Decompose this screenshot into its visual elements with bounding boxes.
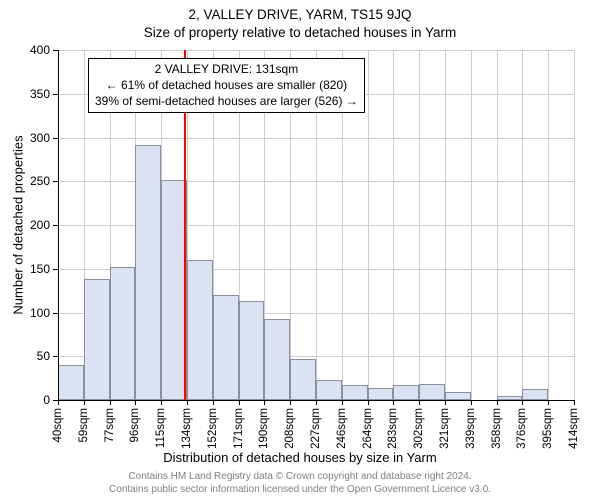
callout-box: 2 VALLEY DRIVE: 131sqm← 61% of detached … [88, 58, 365, 113]
callout-line-2: ← 61% of detached houses are smaller (82… [95, 77, 358, 93]
x-tick-label: 339sqm [465, 408, 477, 449]
histogram-bar [419, 384, 445, 400]
x-tick-label: 302sqm [413, 408, 425, 449]
x-tick-label: 77sqm [104, 408, 116, 443]
x-tick-label: 376sqm [516, 408, 528, 449]
chart-header: 2, VALLEY DRIVE, YARM, TS15 9JQ Size of … [0, 0, 600, 41]
x-tick-label: 414sqm [568, 408, 580, 449]
y-tick-label: 150 [30, 262, 50, 276]
x-tick-label: 395sqm [542, 408, 554, 449]
y-axis-label: Number of detached properties [11, 135, 26, 314]
histogram-bar [290, 359, 316, 400]
x-tick-label: 59sqm [78, 408, 90, 443]
plot-area: 05010015020025030035040040sqm59sqm77sqm9… [58, 50, 574, 400]
x-tick-label: 115sqm [155, 408, 167, 448]
attribution-footer: Contains HM Land Registry data © Crown c… [0, 470, 600, 496]
histogram-bar [135, 145, 161, 401]
x-tick-label: 152sqm [207, 408, 219, 449]
y-tick-label: 350 [30, 87, 50, 101]
footer-line-2: Contains public sector information licen… [0, 483, 600, 496]
x-tick-label: 358sqm [491, 408, 503, 449]
histogram-bar [393, 385, 419, 400]
footer-line-1: Contains HM Land Registry data © Crown c… [0, 470, 600, 483]
y-tick-label: 200 [30, 218, 50, 232]
y-tick-label: 300 [30, 131, 50, 145]
x-tick-label: 246sqm [336, 408, 348, 449]
y-tick-label: 0 [43, 393, 50, 407]
chart-subtitle: Size of property relative to detached ho… [0, 24, 600, 42]
address-title: 2, VALLEY DRIVE, YARM, TS15 9JQ [0, 6, 600, 24]
histogram-chart: 05010015020025030035040040sqm59sqm77sqm9… [58, 50, 574, 400]
x-tick-label: 171sqm [233, 408, 245, 449]
x-tick-label: 321sqm [439, 408, 451, 449]
y-tick-label: 250 [30, 174, 50, 188]
histogram-bar [316, 380, 342, 400]
x-tick-label: 283sqm [387, 408, 399, 449]
x-tick-label: 134sqm [181, 408, 193, 449]
y-tick-label: 100 [30, 306, 50, 320]
x-tick-label: 190sqm [258, 408, 270, 449]
x-tick-label: 40sqm [52, 408, 64, 443]
histogram-bar [110, 267, 136, 400]
callout-line-3: 39% of semi-detached houses are larger (… [95, 93, 358, 109]
histogram-bar [58, 365, 84, 400]
x-axis-label: Distribution of detached houses by size … [0, 450, 600, 465]
histogram-bar [239, 301, 265, 400]
histogram-bar [187, 260, 213, 400]
x-tick-label: 208sqm [284, 408, 296, 449]
histogram-bar [84, 279, 110, 400]
x-tick-label: 227sqm [310, 408, 322, 449]
histogram-bar [368, 388, 394, 400]
histogram-bar [213, 295, 239, 400]
x-tick-label: 264sqm [362, 408, 374, 449]
histogram-bar [445, 392, 471, 400]
callout-line-1: 2 VALLEY DRIVE: 131sqm [95, 61, 358, 77]
y-tick-label: 50 [37, 349, 50, 363]
histogram-bar [342, 385, 368, 400]
x-tick-label: 96sqm [129, 408, 141, 443]
y-tick-label: 400 [30, 43, 50, 57]
histogram-bar [264, 319, 290, 400]
histogram-bar [522, 389, 548, 400]
